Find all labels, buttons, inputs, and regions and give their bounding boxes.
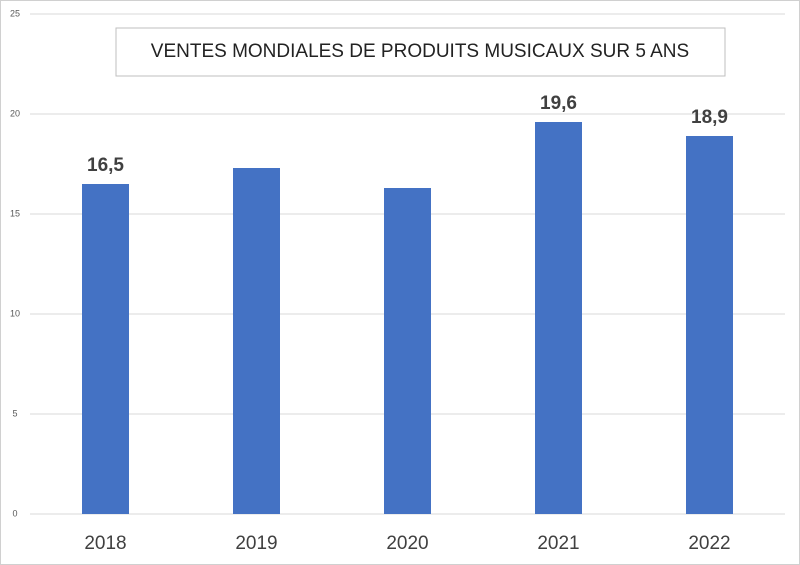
bar: [233, 168, 280, 514]
data-label: 18,9: [691, 107, 728, 128]
y-tick-label: 25: [10, 8, 20, 18]
y-tick-label: 20: [10, 108, 20, 118]
bar: [535, 122, 582, 514]
x-tick-label: 2019: [235, 533, 277, 554]
y-tick-label: 0: [12, 508, 17, 518]
x-tick-label: 2018: [84, 533, 126, 554]
x-tick-label: 2021: [537, 533, 579, 554]
x-tick-label: 2020: [386, 533, 428, 554]
y-tick-label: 5: [12, 408, 17, 418]
data-label: 16,5: [87, 155, 124, 176]
bar: [82, 184, 129, 514]
bar: [384, 188, 431, 514]
x-tick-label: 2022: [688, 533, 730, 554]
chart-title: VENTES MONDIALES DE PRODUITS MUSICAUX SU…: [151, 41, 689, 62]
y-tick-label: 15: [10, 208, 20, 218]
title-box: [115, 27, 726, 77]
y-tick-label: 10: [10, 308, 20, 318]
data-label: 19,6: [540, 93, 577, 114]
bar: [686, 136, 733, 514]
grid: [30, 13, 785, 515]
